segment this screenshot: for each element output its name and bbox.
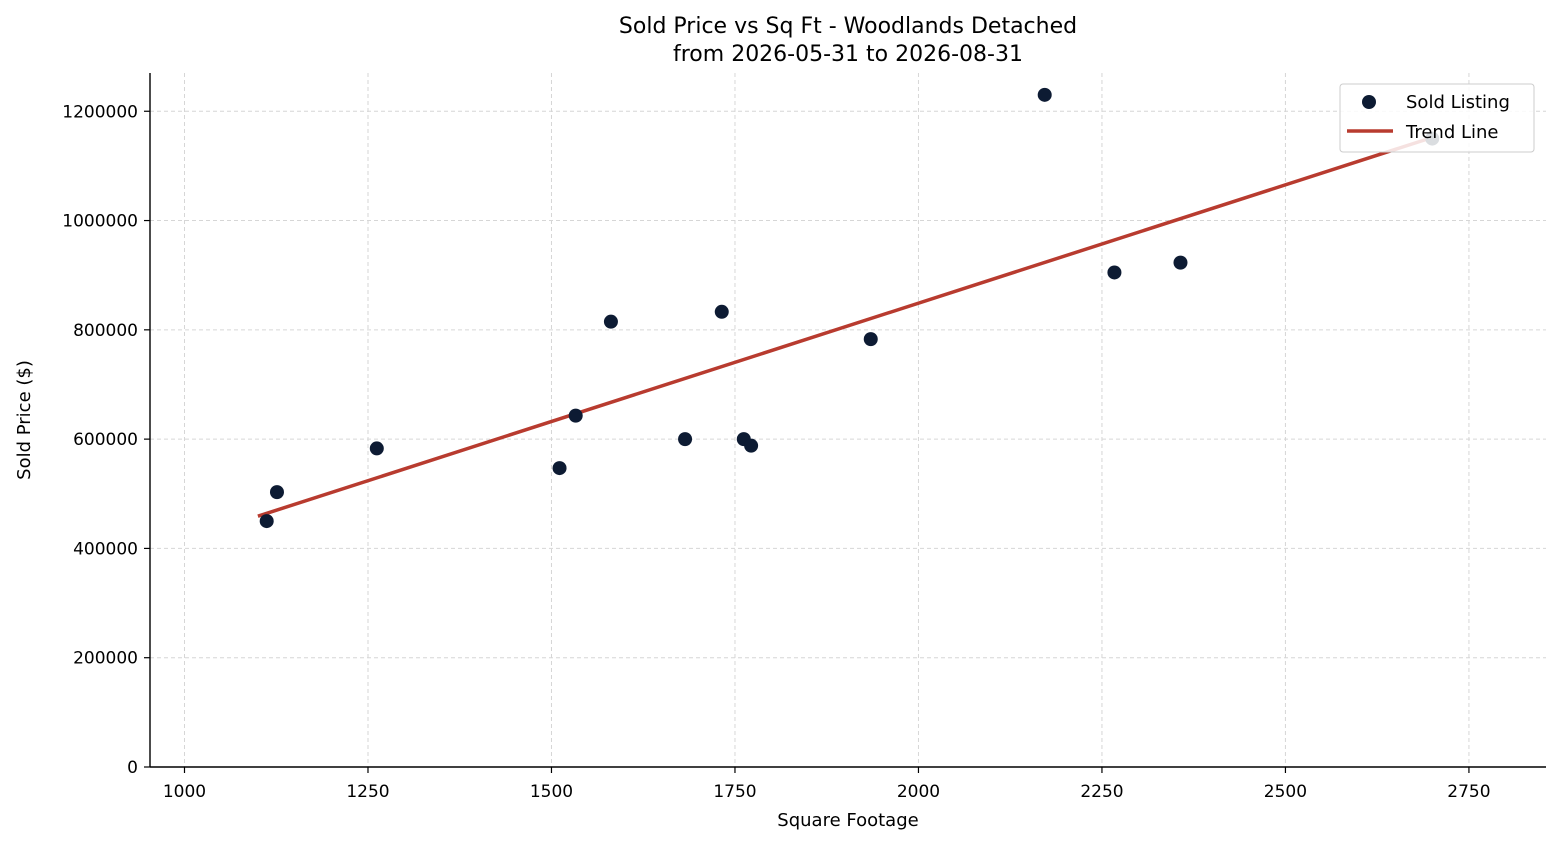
data-point [1173, 255, 1188, 270]
x-tick-label: 1000 [163, 782, 206, 802]
y-tick-label: 1200000 [62, 102, 138, 122]
y-axis-label: Sold Price ($) [14, 360, 35, 480]
data-point [552, 461, 567, 476]
x-tick-label: 2750 [1447, 782, 1490, 802]
data-point [678, 432, 693, 447]
data-point [369, 441, 384, 456]
x-tick-label: 2500 [1264, 782, 1307, 802]
x-tick-label: 1500 [530, 782, 573, 802]
x-tick-label: 2250 [1080, 782, 1123, 802]
grid-lines [150, 73, 1546, 768]
data-point [603, 314, 618, 329]
chart-title-line1: Sold Price vs Sq Ft - Woodlands Detached [619, 14, 1077, 39]
trend-line [257, 135, 1433, 518]
y-tick-label: 200000 [73, 649, 138, 669]
y-tick-label: 0 [127, 758, 138, 778]
x-axis-label: Square Footage [777, 810, 918, 831]
data-point [259, 514, 274, 529]
y-tick-label: 600000 [73, 430, 138, 450]
data-point [714, 304, 729, 319]
legend-box [1339, 83, 1535, 153]
x-tick-label: 2000 [897, 782, 940, 802]
data-point [863, 332, 878, 347]
data-point [744, 438, 759, 453]
legend-label-trend-line: Trend Line [1405, 122, 1499, 143]
trend-line-group [257, 135, 1433, 518]
y-tick-label: 400000 [73, 539, 138, 559]
data-point [1037, 87, 1052, 102]
legend-label-sold-listing: Sold Listing [1406, 92, 1510, 113]
scatter-points [259, 87, 1440, 529]
axis-ticks: 1000 1250 1500 1750 2000 2250 2500 2750 0 200000 4… [62, 102, 1490, 802]
legend: Sold Listing Trend Line [1339, 83, 1535, 153]
x-tick-label: 1750 [713, 782, 756, 802]
data-point [269, 485, 284, 500]
y-tick-label: 1000000 [62, 212, 138, 232]
legend-marker-sold-listing [1362, 95, 1376, 109]
chart-title-line2: from 2026-05-31 to 2026-08-31 [673, 42, 1023, 67]
y-tick-label: 800000 [73, 321, 138, 341]
x-tick-label: 1250 [346, 782, 389, 802]
data-point [568, 408, 583, 423]
data-point [1107, 265, 1122, 280]
